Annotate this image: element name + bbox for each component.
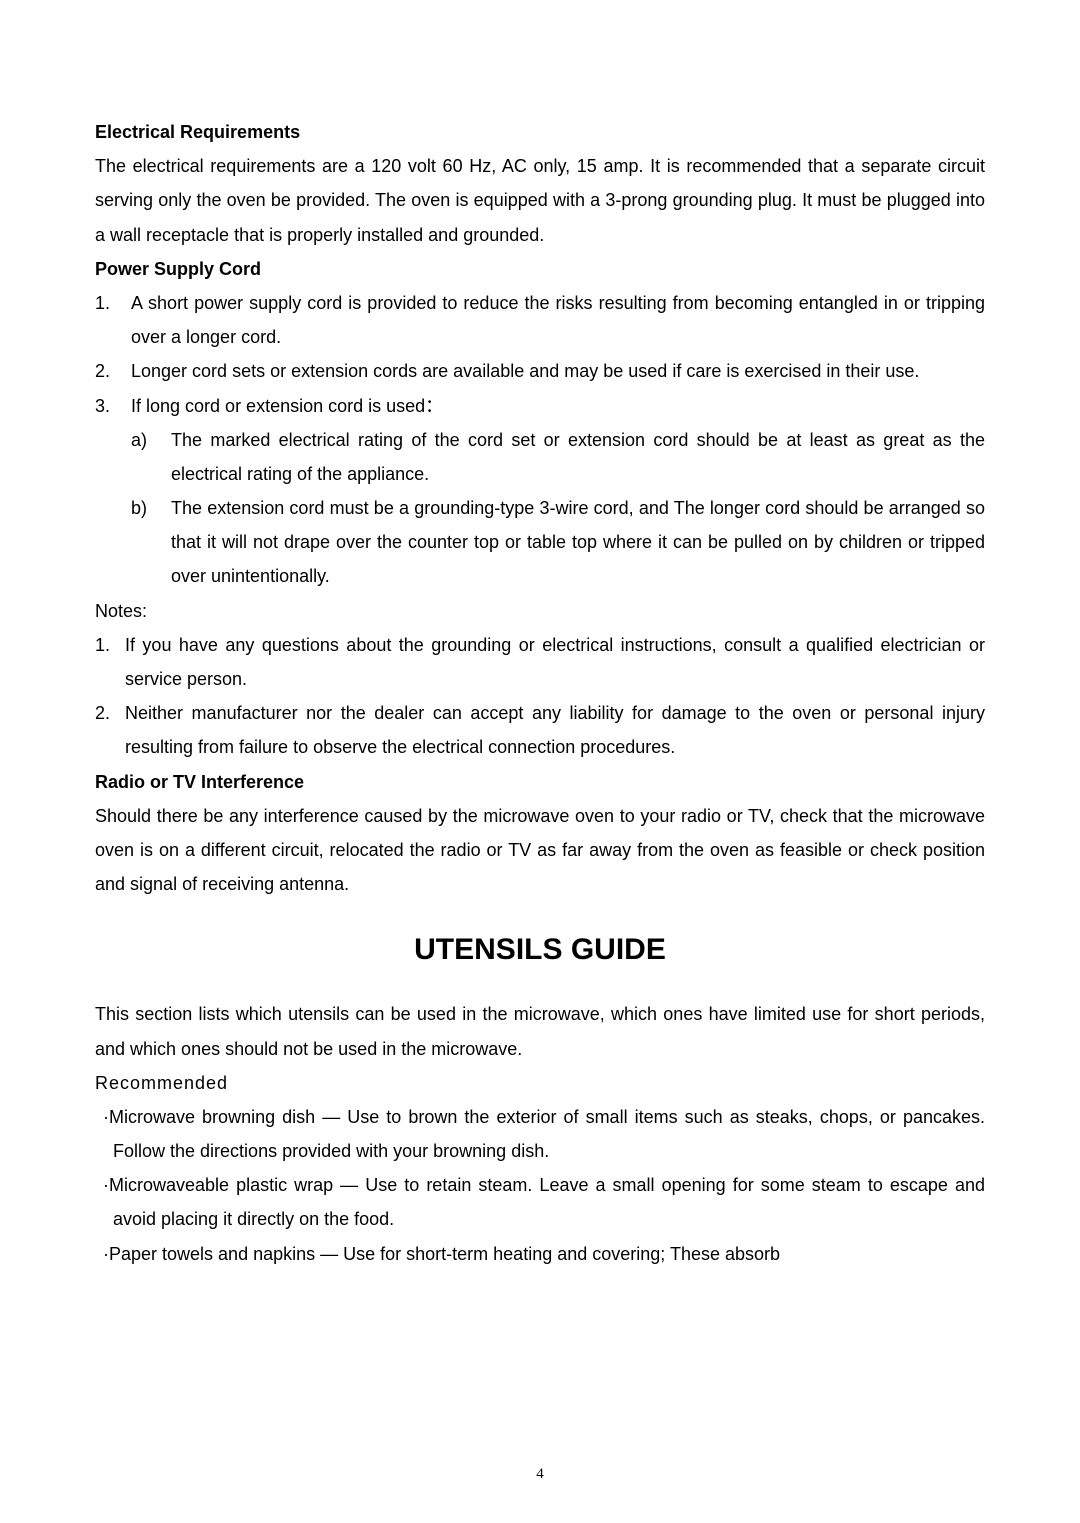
bullet-paper-towels: ·Paper towels and napkins — Use for shor… (95, 1237, 985, 1271)
list-text: If long cord or extension cord is used： (131, 389, 985, 423)
list-marker: 3. (95, 389, 131, 423)
list-marker: a) (131, 423, 171, 491)
bullet-browning-dish: ·Microwave browning dish — Use to brown … (95, 1100, 985, 1168)
list-text: The extension cord must be a grounding-t… (171, 491, 985, 594)
bullet-plastic-wrap: ·Microwaveable plastic wrap — Use to ret… (95, 1168, 985, 1236)
heading-electrical-requirements: Electrical Requirements (95, 115, 985, 149)
paragraph-radio-tv: Should there be any interference caused … (95, 799, 985, 902)
power-sublist-item-a: a) The marked electrical rating of the c… (95, 423, 985, 491)
list-text: Longer cord sets or extension cords are … (131, 354, 985, 388)
heading-radio-tv: Radio or TV Interference (95, 765, 985, 799)
power-list-item-3: 3. If long cord or extension cord is use… (95, 389, 985, 423)
list-marker: 1. (95, 628, 125, 696)
page-number: 4 (0, 1466, 1080, 1483)
heading-utensils-guide: UTENSILS GUIDE (95, 933, 985, 967)
power-sublist-item-b: b) The extension cord must be a groundin… (95, 491, 985, 594)
list-marker: 1. (95, 286, 131, 354)
list-text: If you have any questions about the grou… (125, 628, 985, 696)
document-page: Electrical Requirements The electrical r… (0, 0, 1080, 1523)
list-text: The marked electrical rating of the cord… (171, 423, 985, 491)
paragraph-utensils-intro: This section lists which utensils can be… (95, 997, 985, 1065)
heading-power-supply-cord: Power Supply Cord (95, 252, 985, 286)
list-marker: 2. (95, 696, 125, 764)
notes-list-item-2: 2. Neither manufacturer nor the dealer c… (95, 696, 985, 764)
list-text: A short power supply cord is provided to… (131, 286, 985, 354)
list-marker: 2. (95, 354, 131, 388)
power-list-item-1: 1. A short power supply cord is provided… (95, 286, 985, 354)
power-list-item-2: 2. Longer cord sets or extension cords a… (95, 354, 985, 388)
paragraph-electrical: The electrical requirements are a 120 vo… (95, 149, 985, 252)
notes-list-item-1: 1. If you have any questions about the g… (95, 628, 985, 696)
list-marker: b) (131, 491, 171, 594)
heading-recommended: Recommended (95, 1066, 985, 1100)
list-text: Neither manufacturer nor the dealer can … (125, 696, 985, 764)
heading-notes: Notes: (95, 594, 985, 628)
